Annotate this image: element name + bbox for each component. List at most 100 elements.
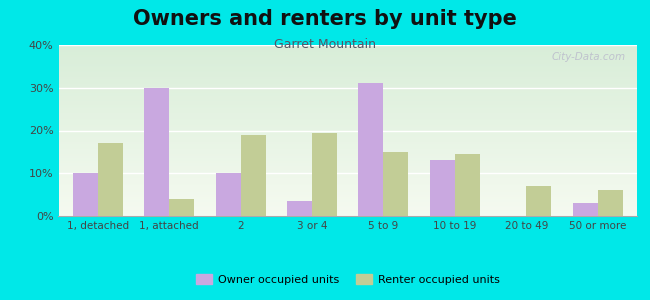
Bar bbox=[58, 172, 637, 173]
Bar bbox=[58, 173, 637, 175]
Bar bbox=[58, 144, 637, 146]
Text: Garret Mountain: Garret Mountain bbox=[274, 38, 376, 50]
Bar bbox=[58, 154, 637, 156]
Legend: Owner occupied units, Renter occupied units: Owner occupied units, Renter occupied un… bbox=[191, 269, 504, 289]
Bar bbox=[58, 163, 637, 165]
Bar bbox=[58, 184, 637, 185]
Bar bbox=[58, 158, 637, 160]
Bar bbox=[287, 201, 312, 216]
Bar bbox=[58, 161, 637, 163]
Bar bbox=[58, 64, 637, 65]
Bar bbox=[58, 47, 637, 48]
Bar bbox=[58, 168, 637, 170]
Bar bbox=[58, 185, 637, 187]
Bar bbox=[58, 209, 637, 211]
Bar bbox=[58, 84, 637, 86]
Bar bbox=[58, 141, 637, 142]
Bar bbox=[240, 135, 266, 216]
Bar bbox=[58, 89, 637, 91]
Bar bbox=[58, 67, 637, 69]
Bar bbox=[312, 133, 337, 216]
Bar bbox=[58, 187, 637, 189]
Bar bbox=[58, 103, 637, 105]
Bar bbox=[58, 151, 637, 153]
Bar bbox=[58, 124, 637, 125]
Bar bbox=[58, 194, 637, 196]
Bar bbox=[58, 113, 637, 115]
Bar bbox=[58, 153, 637, 154]
Bar bbox=[58, 91, 637, 93]
Bar bbox=[58, 136, 637, 137]
Bar bbox=[58, 101, 637, 103]
Bar bbox=[58, 53, 637, 55]
Bar bbox=[58, 94, 637, 96]
Bar bbox=[144, 88, 169, 216]
Bar bbox=[358, 83, 384, 216]
Bar bbox=[58, 70, 637, 72]
Bar bbox=[58, 93, 637, 94]
Bar bbox=[58, 120, 637, 122]
Bar bbox=[58, 202, 637, 204]
Bar bbox=[58, 211, 637, 213]
Bar bbox=[58, 52, 637, 53]
Bar bbox=[58, 125, 637, 127]
Bar bbox=[58, 132, 637, 134]
Bar bbox=[58, 175, 637, 177]
Bar bbox=[598, 190, 623, 216]
Bar bbox=[58, 77, 637, 79]
Bar bbox=[58, 149, 637, 151]
Bar bbox=[58, 127, 637, 129]
Bar bbox=[58, 122, 637, 124]
Bar bbox=[58, 196, 637, 197]
Bar bbox=[58, 81, 637, 82]
Bar bbox=[58, 201, 637, 202]
Bar bbox=[58, 112, 637, 113]
Bar bbox=[58, 62, 637, 64]
Bar bbox=[58, 130, 637, 132]
Bar bbox=[58, 79, 637, 81]
Bar bbox=[58, 69, 637, 70]
Bar bbox=[58, 82, 637, 84]
Bar bbox=[58, 199, 637, 201]
Bar bbox=[58, 108, 637, 110]
Bar bbox=[58, 117, 637, 118]
Bar bbox=[58, 170, 637, 172]
Bar bbox=[58, 96, 637, 98]
Text: Owners and renters by unit type: Owners and renters by unit type bbox=[133, 9, 517, 29]
Text: City-Data.com: City-Data.com bbox=[551, 52, 625, 62]
Bar bbox=[98, 143, 123, 216]
Bar bbox=[430, 160, 455, 216]
Bar bbox=[58, 206, 637, 207]
Bar bbox=[58, 134, 637, 136]
Bar bbox=[58, 106, 637, 108]
Bar bbox=[58, 182, 637, 184]
Bar bbox=[58, 60, 637, 62]
Bar bbox=[58, 207, 637, 209]
Bar bbox=[58, 118, 637, 120]
Bar bbox=[58, 165, 637, 167]
Bar bbox=[216, 173, 240, 216]
Bar bbox=[58, 110, 637, 112]
Bar bbox=[58, 100, 637, 101]
Bar bbox=[58, 160, 637, 161]
Bar bbox=[58, 59, 637, 60]
Bar bbox=[58, 178, 637, 180]
Bar bbox=[58, 57, 637, 59]
Bar bbox=[73, 173, 98, 216]
Bar bbox=[58, 86, 637, 88]
Bar bbox=[58, 74, 637, 76]
Bar bbox=[58, 146, 637, 148]
Bar bbox=[526, 186, 551, 216]
Bar bbox=[573, 203, 598, 216]
Bar bbox=[58, 55, 637, 57]
Bar bbox=[58, 197, 637, 199]
Bar bbox=[58, 45, 637, 47]
Bar bbox=[58, 50, 637, 52]
Bar bbox=[58, 214, 637, 216]
Bar bbox=[58, 180, 637, 182]
Bar bbox=[58, 48, 637, 50]
Bar bbox=[58, 177, 637, 178]
Bar bbox=[58, 65, 637, 67]
Bar bbox=[58, 142, 637, 144]
Bar bbox=[58, 115, 637, 117]
